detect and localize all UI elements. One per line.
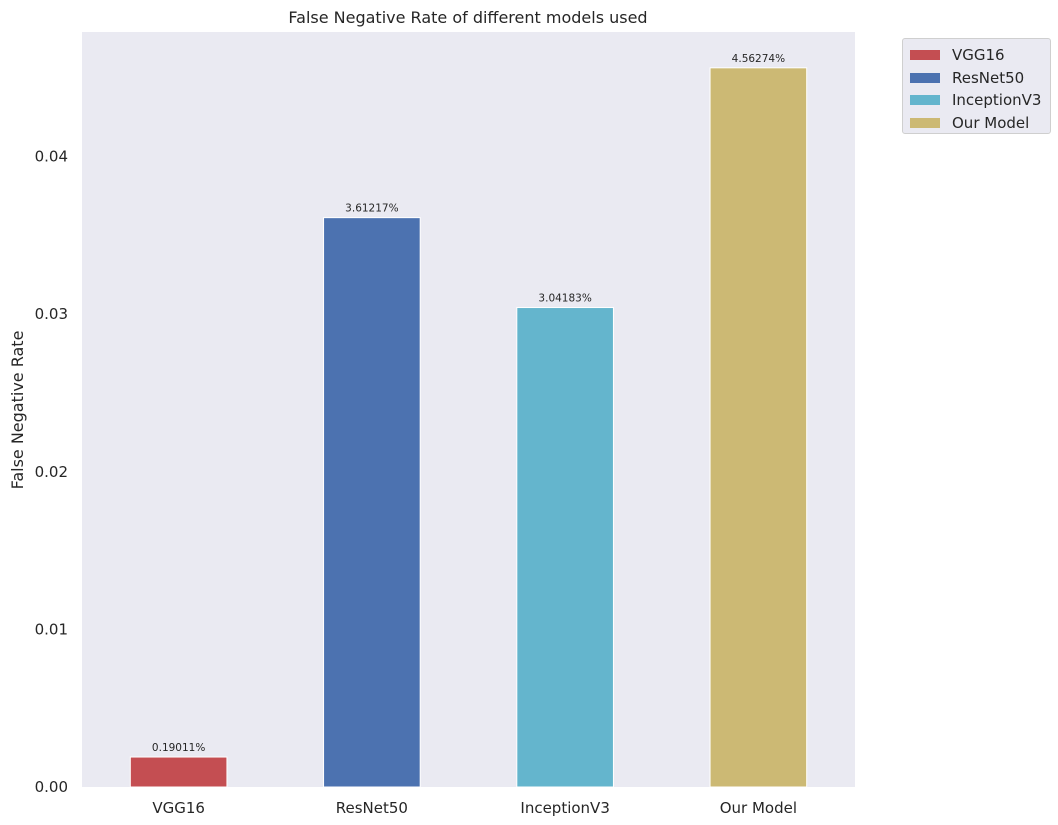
bar-vgg16	[129, 756, 228, 788]
legend-label: Our Model	[952, 113, 1030, 132]
legend-item: InceptionV3	[903, 89, 1050, 112]
bars-group	[129, 67, 808, 788]
legend-item: VGG16	[903, 44, 1050, 67]
x-tick-label: Our Model	[720, 799, 797, 817]
legend-swatch	[910, 117, 940, 128]
bar-our-model	[709, 67, 808, 788]
chart-legend: VGG16 ResNet50 InceptionV3 Our Model	[902, 38, 1051, 134]
y-axis-label: False Negative Rate	[8, 331, 27, 490]
legend-label: InceptionV3	[952, 91, 1042, 110]
x-tick-label: InceptionV3	[520, 799, 609, 817]
legend-item: Our Model	[903, 112, 1050, 135]
legend-swatch	[910, 50, 940, 61]
bar-inceptionv3	[516, 307, 614, 788]
bar-value-label: 3.61217%	[345, 203, 398, 215]
y-tick-label: 0.03	[35, 305, 68, 323]
y-tick-label: 0.04	[35, 148, 68, 166]
x-tick-label: ResNet50	[336, 799, 408, 817]
legend-item: ResNet50	[903, 67, 1050, 90]
legend-swatch	[910, 95, 940, 106]
y-tick-label: 0.01	[35, 620, 68, 638]
bar-resnet50	[323, 217, 421, 788]
legend-label: ResNet50	[952, 68, 1025, 87]
y-tick-label: 0.00	[35, 778, 68, 796]
bar-value-label: 4.56274%	[732, 53, 785, 65]
chart-title: False Negative Rate of different models …	[288, 8, 647, 27]
legend-swatch	[910, 72, 940, 83]
x-tick-label: VGG16	[152, 799, 205, 817]
legend-label: VGG16	[952, 46, 1005, 65]
y-axis-ticks: 0.00 0.01 0.02 0.03 0.04	[35, 148, 68, 796]
x-axis-ticks: VGG16 ResNet50 InceptionV3 Our Model	[152, 799, 797, 817]
bar-labels-group: 0.19011% 3.61217% 3.04183% 4.56274%	[152, 53, 785, 754]
bar-value-label: 3.04183%	[538, 293, 591, 305]
y-tick-label: 0.02	[35, 463, 68, 481]
bar-value-label: 0.19011%	[152, 742, 205, 754]
